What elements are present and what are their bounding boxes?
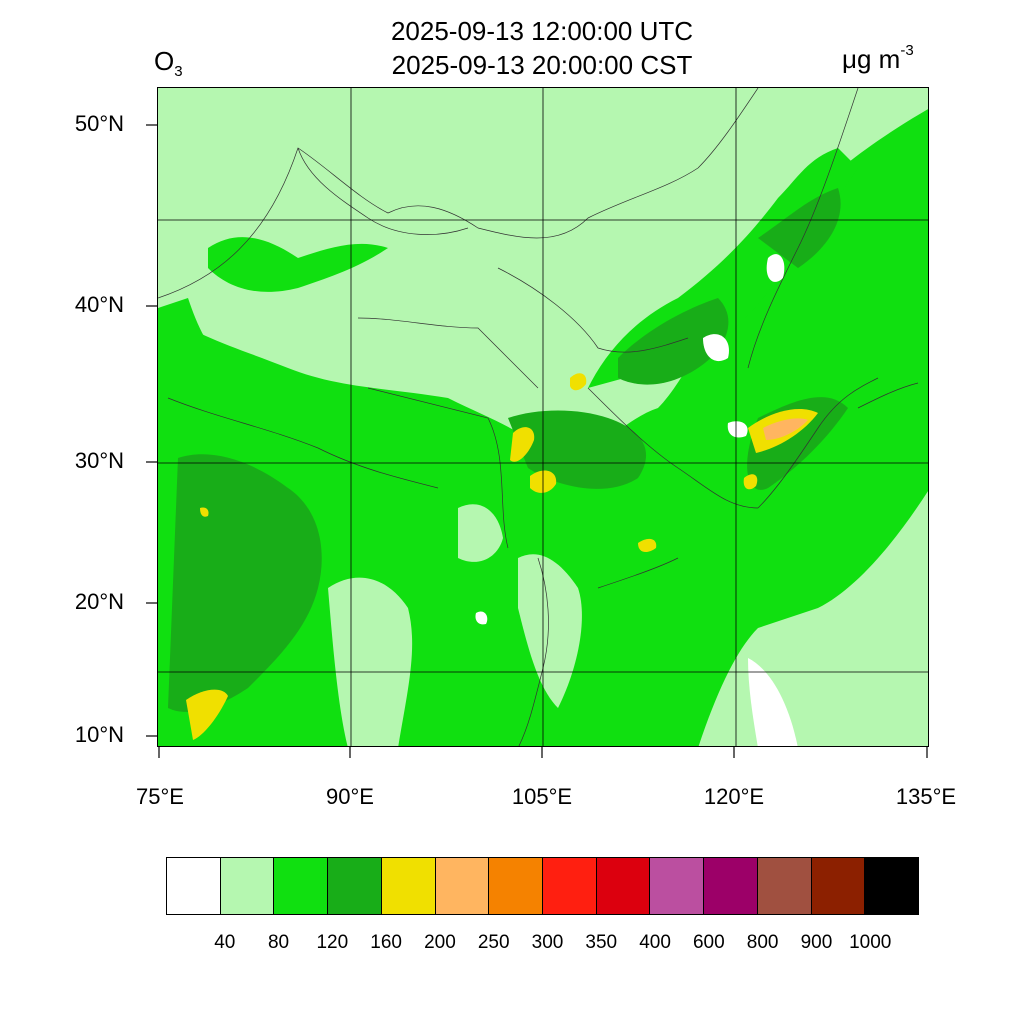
lon-label-135: 135°E bbox=[895, 784, 957, 809]
colorbar-box-9 bbox=[650, 858, 705, 914]
units-superscript: -3 bbox=[900, 42, 914, 60]
colorbar-box-1 bbox=[220, 858, 275, 914]
lon-label-75: 75°E bbox=[136, 784, 184, 809]
colorbar-box-0 bbox=[167, 858, 221, 914]
colorbar-box-7 bbox=[543, 858, 597, 914]
low-patch-ne bbox=[766, 254, 785, 282]
hotspot-200-west-india bbox=[200, 507, 209, 517]
species-label: O3 bbox=[154, 46, 183, 80]
colorbar-box-4 bbox=[381, 858, 436, 914]
colorbar-label-2: 120 bbox=[316, 932, 349, 953]
low-patch-south bbox=[475, 611, 488, 625]
lat-label-10: 10°N bbox=[74, 722, 124, 747]
field-120-160-central bbox=[508, 410, 647, 489]
colorbar-box-2 bbox=[274, 858, 329, 914]
colorbar-box-3 bbox=[328, 858, 382, 914]
colorbar-label-9: 600 bbox=[692, 932, 725, 953]
lon-label-105: 105°E bbox=[511, 784, 573, 809]
field-80-120-north bbox=[588, 148, 858, 388]
field-80-120-westedge bbox=[158, 298, 228, 378]
lat-label-50: 50°N bbox=[74, 111, 124, 136]
lat-label-20: 20°N bbox=[74, 589, 124, 614]
hotspot-200-guangdong bbox=[638, 538, 657, 553]
colorbar-box-5 bbox=[435, 858, 490, 914]
hotspot-200-south-india bbox=[186, 689, 228, 740]
hotspot-200-hubei bbox=[570, 373, 587, 391]
colorbar-box-11 bbox=[757, 858, 812, 914]
axis-ticks bbox=[146, 124, 928, 758]
lon-label-90: 90°E bbox=[326, 784, 374, 809]
hotspot-200-sichuan-a bbox=[510, 427, 535, 462]
colorbar-label-8: 400 bbox=[639, 932, 671, 953]
low-patch-shandong bbox=[727, 421, 748, 438]
colorbar-box-13 bbox=[865, 858, 919, 914]
hotspot-250-yrd bbox=[763, 418, 808, 440]
field-40-80-sea-east bbox=[768, 511, 928, 746]
colorbar-box-10 bbox=[704, 858, 758, 914]
colorbar-label-3: 160 bbox=[370, 932, 402, 953]
low-patch-north-china bbox=[703, 334, 729, 362]
colorbar-label-5: 250 bbox=[477, 932, 510, 953]
low-patch-philippines bbox=[748, 658, 798, 746]
title-cst: 2025-09-13 20:00:00 CST bbox=[391, 50, 693, 80]
colorbar-label-1: 80 bbox=[267, 932, 290, 953]
colorbar bbox=[166, 857, 919, 915]
field-40-80-indochina bbox=[458, 504, 503, 562]
colorbar-box-6 bbox=[489, 858, 544, 914]
ozone-map bbox=[158, 88, 928, 746]
map-panel bbox=[157, 87, 929, 747]
field-80-120-mongolia bbox=[208, 237, 388, 292]
colorbar-box-8 bbox=[596, 858, 651, 914]
colorbar-label-11: 900 bbox=[800, 932, 833, 953]
field-40-80-bay bbox=[328, 577, 413, 746]
field-120-160-ne bbox=[758, 188, 841, 268]
lon-label-120: 120°E bbox=[703, 784, 765, 809]
colorbar-label-4: 200 bbox=[424, 932, 456, 953]
species-subscript: 3 bbox=[174, 63, 183, 81]
field-120-160-india bbox=[168, 454, 322, 712]
colorbar-label-0: 40 bbox=[214, 932, 236, 953]
colorbar-label-7: 350 bbox=[585, 932, 618, 953]
hotspot-200-fujian bbox=[743, 474, 758, 490]
graticule bbox=[158, 88, 928, 746]
units-base: μg m bbox=[842, 44, 901, 74]
colorbar-box-12 bbox=[811, 858, 866, 914]
lat-label-30: 30°N bbox=[74, 448, 124, 473]
colorbar-label-10: 800 bbox=[746, 932, 779, 953]
title-utc: 2025-09-13 12:00:00 UTC bbox=[390, 16, 694, 46]
colorbar-label-12: 1000 bbox=[849, 932, 892, 953]
species-base: O bbox=[154, 46, 175, 76]
lat-label-40: 40°N bbox=[74, 292, 124, 317]
colorbar-label-6: 300 bbox=[531, 932, 564, 953]
field-40-80-scs bbox=[518, 554, 582, 708]
field-120-160-north bbox=[618, 298, 729, 385]
units-label: μg m-3 bbox=[842, 42, 914, 75]
